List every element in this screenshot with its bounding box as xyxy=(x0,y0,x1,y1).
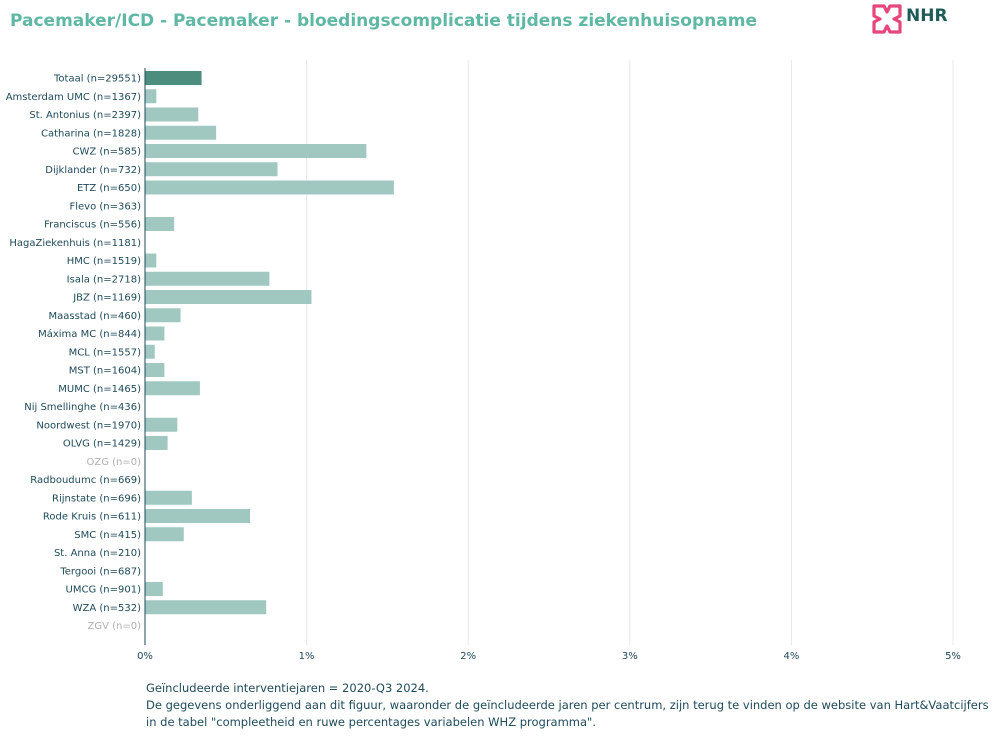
x-tick-label: 5% xyxy=(945,651,961,662)
category-label: MST (n=1604) xyxy=(69,366,141,377)
bar xyxy=(145,271,270,286)
category-label: ETZ (n=650) xyxy=(77,183,141,194)
category-label: Nij Smellinghe (n=436) xyxy=(24,402,141,413)
bar xyxy=(145,144,367,158)
bar xyxy=(145,89,157,104)
logo-text: NHR xyxy=(906,6,948,26)
x-tick-labels: 0% 1% 2% 3% 4% 5% xyxy=(137,651,961,662)
category-label: Dijklander (n=732) xyxy=(45,165,141,176)
bar xyxy=(145,344,155,359)
bar xyxy=(145,527,184,542)
category-label: Noordwest (n=1970) xyxy=(36,420,141,431)
bar xyxy=(145,381,200,396)
bar xyxy=(145,162,278,177)
bar xyxy=(145,326,165,341)
bar xyxy=(145,509,251,523)
category-label: St. Anna (n=210) xyxy=(54,548,141,559)
category-label: CWZ (n=585) xyxy=(72,147,141,158)
nhr-logo xyxy=(872,4,902,34)
bar xyxy=(145,417,178,432)
category-label: OLVG (n=1429) xyxy=(63,439,141,450)
bar xyxy=(145,107,199,122)
bar xyxy=(145,436,168,450)
category-label: Máxima MC (n=844) xyxy=(38,328,141,340)
footnote-line-1: Geïncludeerde interventiejaren = 2020-Q3… xyxy=(146,681,429,695)
category-label: UMCG (n=901) xyxy=(66,585,142,596)
footnote-line-3: in de tabel "compleetheid en ruwe percen… xyxy=(146,715,597,729)
category-label: MUMC (n=1465) xyxy=(58,384,141,395)
bar xyxy=(145,600,267,615)
bar xyxy=(145,217,175,231)
category-label: Tergooi (n=687) xyxy=(59,566,141,577)
category-label: Rijnstate (n=696) xyxy=(52,493,141,504)
page-title: Pacemaker/ICD - Pacemaker - bloedingscom… xyxy=(10,11,757,31)
category-label: HMC (n=1519) xyxy=(67,256,141,267)
category-label: OZG (n=0) xyxy=(86,457,141,468)
bar xyxy=(145,582,163,596)
bar xyxy=(145,125,217,140)
category-label: Franciscus (n=556) xyxy=(44,220,141,231)
category-label: St. Antonius (n=2397) xyxy=(29,110,141,121)
category-label: Totaal (n=29551) xyxy=(53,74,141,85)
x-tick-label: 4% xyxy=(783,651,799,662)
category-label: JBZ (n=1169) xyxy=(72,293,141,304)
x-tick-label: 3% xyxy=(622,651,638,662)
category-label: Isala (n=2718) xyxy=(67,274,141,285)
x-tick-label: 0% xyxy=(137,651,153,662)
bar xyxy=(145,71,202,85)
category-label: Maasstad (n=460) xyxy=(49,311,142,322)
bars xyxy=(145,71,394,615)
x-tick-label: 2% xyxy=(460,651,476,662)
category-label: ZGV (n=0) xyxy=(87,621,141,632)
bar xyxy=(145,363,165,377)
x-tick-label: 1% xyxy=(299,651,315,662)
category-label: Flevo (n=363) xyxy=(69,201,141,212)
grid-lines xyxy=(306,60,954,645)
bar xyxy=(145,290,312,304)
category-label: Amsterdam UMC (n=1367) xyxy=(6,92,141,103)
category-label: WZA (n=532) xyxy=(73,603,141,614)
footnote: Geïncludeerde interventiejaren = 2020-Q3… xyxy=(146,680,989,731)
category-label: Rode Kruis (n=611) xyxy=(43,512,141,523)
category-labels: Totaal (n=29551) Amsterdam UMC (n=1367) St… xyxy=(6,74,141,633)
footnote-line-2: De gegevens onderliggend aan dit figuur,… xyxy=(146,698,989,712)
bar xyxy=(145,180,394,195)
category-label: Radboudumc (n=669) xyxy=(30,475,141,486)
heart-cross-icon xyxy=(872,4,902,34)
bar xyxy=(145,308,181,323)
bar xyxy=(145,253,157,268)
category-label: HagaZiekenhuis (n=1181) xyxy=(9,238,141,249)
category-label: Catharina (n=1828) xyxy=(41,128,141,139)
bar xyxy=(145,490,192,505)
category-label: SMC (n=415) xyxy=(74,530,141,541)
category-label: MCL (n=1557) xyxy=(69,347,141,358)
bar-chart: Totaal (n=29551) Amsterdam UMC (n=1367) St… xyxy=(6,60,961,662)
